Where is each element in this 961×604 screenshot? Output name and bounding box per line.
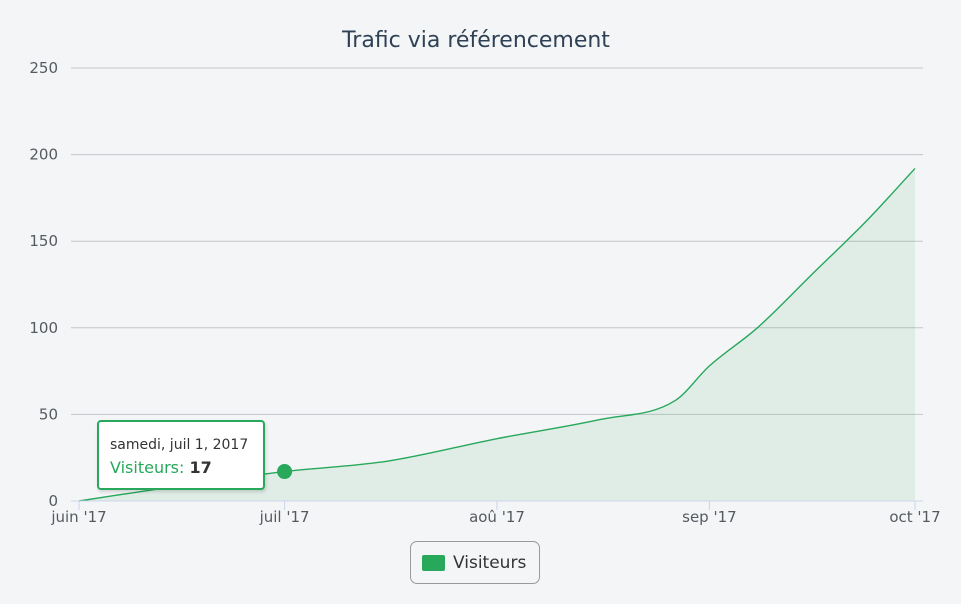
x-tick-label: sep '17 [682,508,737,526]
y-tick-label: 100 [29,319,58,337]
x-tick-label: juil '17 [259,508,310,526]
legend-item-visiteurs[interactable]: Visiteurs [410,541,540,584]
data-point [673,399,677,403]
tooltip-date: samedi, juil 1, 2017 [110,437,249,453]
y-tick-label: 150 [29,232,58,250]
x-tick-label: juin '17 [50,508,106,526]
y-tick-label: 200 [29,146,58,164]
data-point [913,166,917,170]
x-tick-label: oct '17 [889,508,940,526]
data-point [707,364,711,368]
legend-label: Visiteurs [453,552,527,573]
x-tick-label: aoû '17 [469,508,525,526]
data-point [598,418,602,422]
tooltip-separator: : [179,458,190,477]
data-point [495,437,499,441]
tooltip-series-name: Visiteurs [110,458,179,477]
legend-swatch [422,554,445,571]
hover-marker [277,464,293,480]
y-tick-label: 50 [39,405,58,423]
chart-title: Trafic via référencement [341,28,610,53]
y-tick-label: 250 [29,59,58,77]
chart-tooltip: samedi, juil 1, 2017 Visiteurs: 17 [97,420,265,490]
series-area-fill [79,168,915,501]
tooltip-value: 17 [189,458,212,477]
data-point [755,326,759,330]
data-point [810,272,814,276]
data-point [385,459,389,463]
data-point [865,218,869,222]
y-tick-label: 0 [48,492,58,510]
tooltip-value-line: Visiteurs: 17 [110,457,263,479]
